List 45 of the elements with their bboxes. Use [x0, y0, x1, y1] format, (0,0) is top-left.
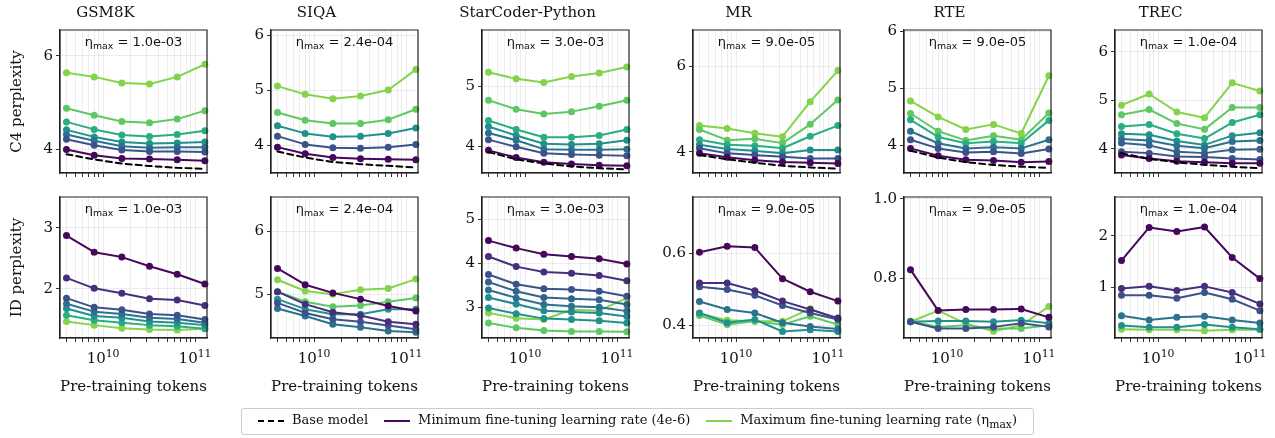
chart-title: SIQA — [296, 2, 337, 21]
x-axis-title: Pre-training tokens — [271, 376, 418, 395]
y-tick-label: 2 — [43, 278, 53, 297]
y-tick-label: 2 — [1098, 225, 1108, 244]
y-tick-label: 4 — [465, 252, 475, 271]
y-tick-label: 0.6 — [662, 242, 686, 261]
y-tick-label: 4 — [43, 139, 53, 158]
chart-title: RTE — [933, 2, 966, 21]
y-axis-title: ID perplexity — [6, 217, 25, 318]
chart-title: GSM8K — [76, 2, 136, 21]
y-tick-label: 6 — [676, 56, 686, 75]
y-tick-label: 5 — [465, 76, 475, 95]
chart-title: StarCoder-Python — [459, 2, 597, 21]
x-axis-title: Pre-training tokens — [904, 376, 1051, 395]
y-tick-label: 5 — [465, 208, 475, 227]
legend-label: Base model — [291, 412, 369, 427]
y-tick-label: 4 — [465, 136, 475, 155]
x-axis-title: Pre-training tokens — [1115, 376, 1262, 395]
y-tick-label: 6 — [1098, 41, 1108, 60]
chart-title: TREC — [1138, 2, 1183, 21]
y-tick-label: 3 — [43, 217, 53, 236]
x-axis-title: Pre-training tokens — [60, 376, 207, 395]
chart-title: MR — [725, 2, 753, 21]
y-tick-label: 1 — [1098, 277, 1108, 296]
y-tick-label: 5 — [1098, 90, 1108, 109]
y-tick-label: 6 — [43, 45, 53, 64]
y-tick-label: 4 — [254, 135, 264, 154]
y-tick-label: 5 — [254, 284, 264, 303]
y-tick-label: 6 — [887, 21, 897, 40]
y-tick-label: 1.0 — [873, 188, 897, 207]
y-axis-title: C4 perplexity — [6, 49, 25, 153]
y-tick-label: 5 — [887, 78, 897, 97]
legend-label: Minimum fine-tuning learning rate (4e-6) — [418, 412, 691, 427]
y-tick-label: 0.8 — [873, 268, 897, 287]
x-axis-title: Pre-training tokens — [693, 376, 840, 395]
y-tick-label: 0.4 — [662, 315, 686, 334]
x-axis-title: Pre-training tokens — [482, 376, 629, 395]
y-tick-label: 3 — [465, 297, 475, 316]
y-tick-label: 4 — [1098, 138, 1108, 157]
y-tick-label: 4 — [887, 135, 897, 154]
y-tick-label: 6 — [254, 221, 264, 240]
y-tick-label: 5 — [254, 80, 264, 99]
legend-label: Maximum fine-tuning learning rate (η$_{max}$) — [740, 412, 1018, 431]
y-tick-label: 6 — [254, 25, 264, 44]
y-tick-label: 4 — [676, 141, 686, 160]
